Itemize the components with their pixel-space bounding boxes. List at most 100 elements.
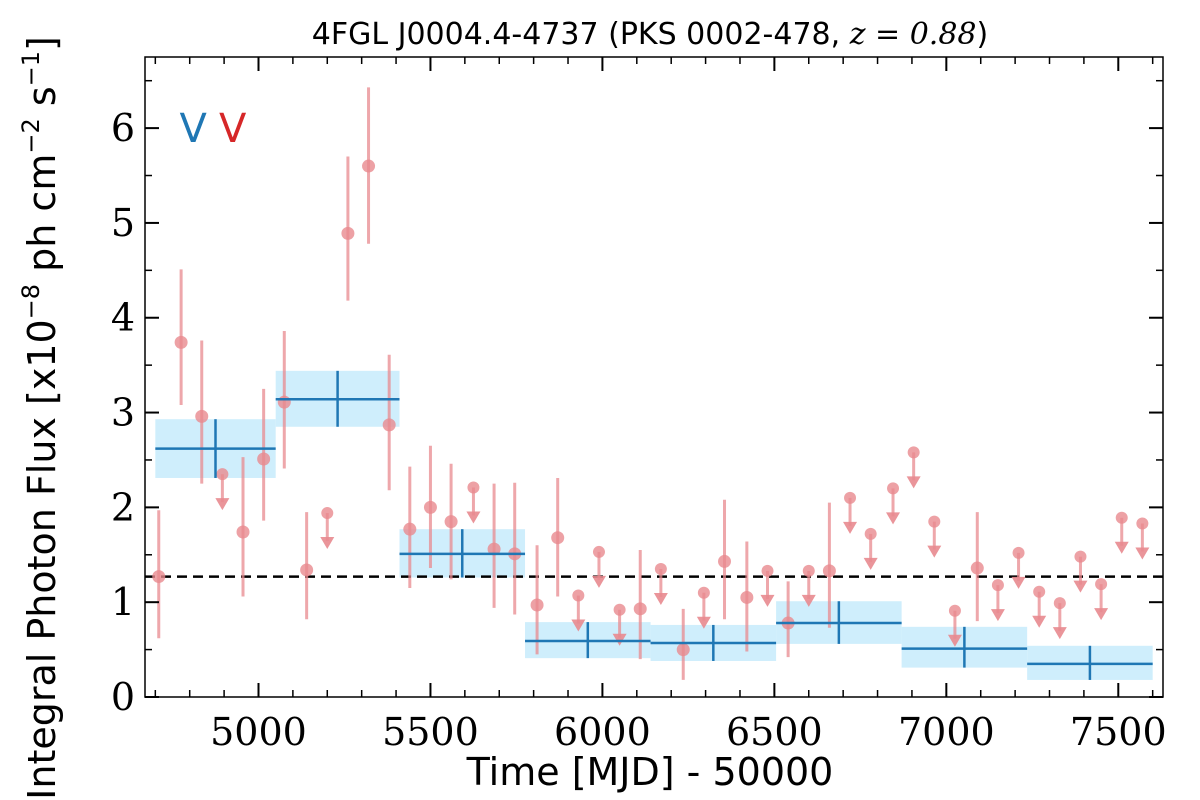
upper-limit-arrow — [990, 609, 1005, 622]
upper-limit — [466, 481, 481, 524]
upper-limit — [612, 603, 627, 646]
detection-marker — [195, 409, 209, 423]
upper-limit-marker — [613, 603, 626, 616]
detection-marker — [444, 515, 458, 529]
upper-limit-marker — [592, 545, 605, 558]
chart-text: 4FGL J0004.4-4737 (PKS 0002-478, z = 0.8… — [17, 17, 1167, 800]
upper-limit-marker — [907, 446, 920, 459]
upper-limit — [886, 482, 901, 525]
chart-title: 4FGL J0004.4-4737 (PKS 0002-478, z = 0.8… — [312, 17, 988, 52]
y-tick-label: 6 — [111, 106, 135, 150]
upper-limit-arrow — [947, 634, 962, 647]
upper-limit-marker — [948, 604, 961, 617]
detection-marker — [530, 598, 544, 612]
detection-marker — [970, 561, 984, 575]
upper-limit — [1114, 511, 1129, 554]
upper-limit — [696, 586, 711, 629]
upper-limit-marker — [802, 564, 815, 577]
detection-point — [781, 581, 795, 658]
variability-marker: V — [219, 106, 247, 152]
y-tick-label: 5 — [111, 201, 135, 245]
upper-limit-arrow — [1011, 576, 1026, 589]
upper-limit-arrow — [696, 616, 711, 629]
upper-limit — [760, 564, 775, 607]
detection-marker — [257, 452, 271, 466]
detection-point — [403, 466, 417, 588]
detection-marker — [362, 159, 376, 173]
detection-point — [174, 269, 188, 405]
upper-limit-marker — [654, 563, 667, 575]
upper-limit-marker — [467, 481, 480, 494]
upper-limit — [1135, 517, 1150, 560]
detection-point — [718, 499, 732, 620]
detection-marker — [423, 500, 437, 514]
upper-limit-arrow — [571, 619, 586, 632]
detection-marker — [740, 590, 754, 604]
upper-limit-marker — [864, 527, 877, 540]
upper-limit-marker — [321, 507, 334, 520]
upper-limit-marker — [1074, 550, 1087, 563]
detection-marker — [676, 643, 690, 657]
upper-limit-marker — [216, 468, 229, 481]
upper-limit-marker — [572, 589, 585, 602]
upper-limit-arrow — [1135, 547, 1150, 560]
long-bin-boxes — [155, 370, 1153, 680]
upper-limit-arrow — [843, 521, 858, 534]
x-tick-label: 7500 — [1070, 710, 1167, 754]
long-bin-point — [399, 529, 526, 578]
long-bin-point — [650, 624, 777, 661]
detection-marker — [236, 525, 250, 539]
detection-point — [257, 388, 271, 521]
short-bin-points — [152, 87, 1150, 680]
upper-limit — [653, 563, 668, 605]
detection-marker — [718, 554, 732, 568]
upper-limit — [1073, 550, 1088, 593]
upper-limit — [571, 589, 586, 632]
upper-limit-marker — [1033, 585, 1046, 598]
detection-marker — [341, 226, 355, 240]
upper-limit-arrow — [886, 512, 901, 525]
x-tick-label: 6000 — [554, 710, 651, 754]
y-tick-label: 3 — [111, 391, 135, 435]
detection-point — [236, 457, 250, 597]
detection-point — [551, 477, 565, 597]
x-tick-label: 7000 — [898, 710, 995, 754]
detection-point — [740, 541, 754, 652]
upper-limit-marker — [761, 564, 774, 577]
upper-limit — [1032, 585, 1047, 628]
x-tick-label: 5000 — [210, 710, 307, 754]
detection-point — [676, 608, 690, 680]
detection-point — [341, 156, 355, 301]
upper-limit-arrow — [927, 545, 942, 558]
detection-point — [822, 502, 836, 628]
upper-limit-arrow — [1032, 615, 1047, 628]
upper-limit — [1052, 597, 1067, 640]
detection-point — [530, 545, 544, 655]
detection-point — [487, 483, 501, 608]
long-bin-point — [901, 626, 1028, 668]
upper-limit-arrow — [760, 594, 775, 607]
detection-point — [382, 354, 396, 491]
y-tick-label: 4 — [111, 296, 135, 340]
upper-limit-arrow — [591, 575, 606, 588]
upper-limit-arrow — [1052, 627, 1067, 640]
upper-limit — [215, 468, 230, 511]
upper-limit-arrow — [653, 593, 668, 605]
detection-marker — [382, 418, 396, 432]
upper-limit-marker — [1115, 511, 1128, 524]
x-tick-label: 5500 — [382, 710, 479, 754]
detection-marker — [633, 602, 647, 616]
upper-limit — [906, 446, 921, 489]
detection-marker — [551, 531, 565, 545]
x-tick-label: 6500 — [726, 710, 823, 754]
detection-point — [444, 463, 458, 580]
y-axis-label: Integral Photon Flux [x10−8 ph cm−2 s−1] — [17, 36, 64, 800]
detection-point — [970, 512, 984, 622]
upper-limit-arrow — [215, 498, 230, 511]
upper-limit — [990, 579, 1005, 622]
upper-limit-arrow — [320, 537, 335, 550]
axes — [144, 56, 1164, 698]
upper-limit — [320, 507, 335, 550]
upper-limit-arrow — [1114, 541, 1129, 554]
